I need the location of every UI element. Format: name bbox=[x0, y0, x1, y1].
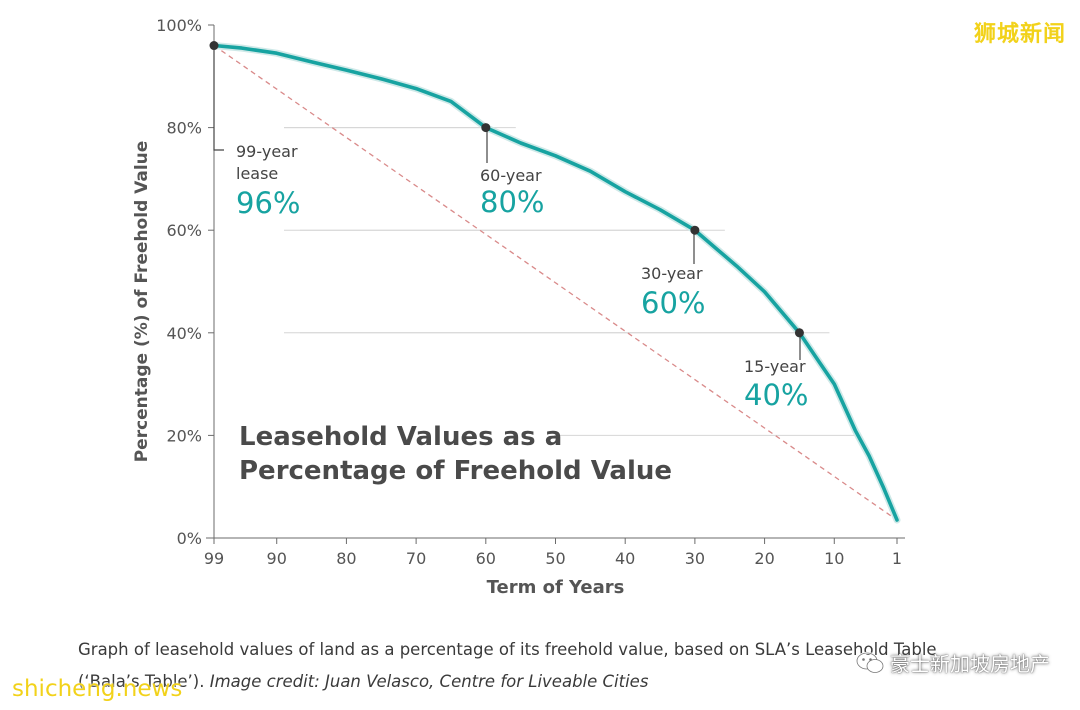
data-point-marker bbox=[794, 328, 804, 338]
watermark-bottom-right: 豪士新加坡房地产 bbox=[856, 648, 1050, 677]
annotation-value: 80% bbox=[480, 185, 544, 219]
x-tick-label: 80 bbox=[336, 549, 356, 568]
title-background bbox=[232, 418, 554, 490]
figure-caption: Graph of leasehold values of land as a p… bbox=[78, 634, 978, 698]
caption-credit: Image credit: Juan Velasco, Centre for L… bbox=[209, 672, 649, 691]
annotation-label: 60-year bbox=[480, 166, 542, 185]
x-tick-label: 20 bbox=[754, 549, 774, 568]
annotation-label: lease bbox=[236, 164, 278, 183]
annotation-value: 60% bbox=[641, 286, 705, 320]
y-tick-label: 40% bbox=[166, 324, 202, 343]
x-tick-label: 60 bbox=[476, 549, 496, 568]
watermark-top-right: 狮城新闻 bbox=[973, 22, 1066, 47]
chart-title-line: Leasehold Values as a bbox=[239, 422, 562, 452]
y-tick-label: 100% bbox=[156, 16, 202, 35]
x-tick-label: 40 bbox=[615, 549, 635, 568]
data-point-marker bbox=[481, 123, 491, 133]
series-line bbox=[212, 43, 899, 522]
x-tick-label: 10 bbox=[824, 549, 844, 568]
x-tick-label: 90 bbox=[267, 549, 287, 568]
data-point-marker bbox=[209, 41, 219, 51]
y-tick-label: 80% bbox=[166, 119, 202, 138]
annotation-value: 40% bbox=[744, 378, 808, 412]
watermark-bottom-right-text: 豪士新加坡房地产 bbox=[890, 652, 1050, 676]
annotation-label: 15-year bbox=[744, 357, 806, 376]
chart-svg: 0% 20% 40% 60% 80% 100% 99 90 80 70 60 50 40 30 20 10 1 T… bbox=[132, 16, 905, 598]
annotation-label: 30-year bbox=[641, 264, 703, 283]
x-tick-label: 30 bbox=[685, 549, 705, 568]
x-tick-label: 99 bbox=[204, 549, 224, 568]
y-tick-label: 20% bbox=[166, 426, 202, 445]
annotation-leader bbox=[213, 44, 224, 151]
caption-text: Graph of leasehold values of land as a p… bbox=[78, 640, 937, 691]
reference-dashed-line bbox=[213, 44, 898, 521]
x-axis-title: Term of Years bbox=[487, 577, 625, 598]
watermark-bottom-left: shicheng.news bbox=[12, 676, 183, 702]
y-axis-title: Percentage (%) of Freehold Value bbox=[132, 141, 152, 463]
y-tick-label: 60% bbox=[166, 221, 202, 240]
x-tick-label: 50 bbox=[545, 549, 565, 568]
annotation-value: 96% bbox=[236, 186, 300, 220]
wechat-icon bbox=[856, 651, 884, 673]
y-tick-label: 0% bbox=[177, 529, 202, 548]
annotation-label: 99-year bbox=[236, 142, 298, 161]
chart-title-line: Percentage of Freehold Value bbox=[239, 456, 672, 486]
x-tick-label: 70 bbox=[406, 549, 426, 568]
x-tick-label: 1 bbox=[892, 549, 902, 568]
data-point-marker bbox=[690, 225, 700, 235]
